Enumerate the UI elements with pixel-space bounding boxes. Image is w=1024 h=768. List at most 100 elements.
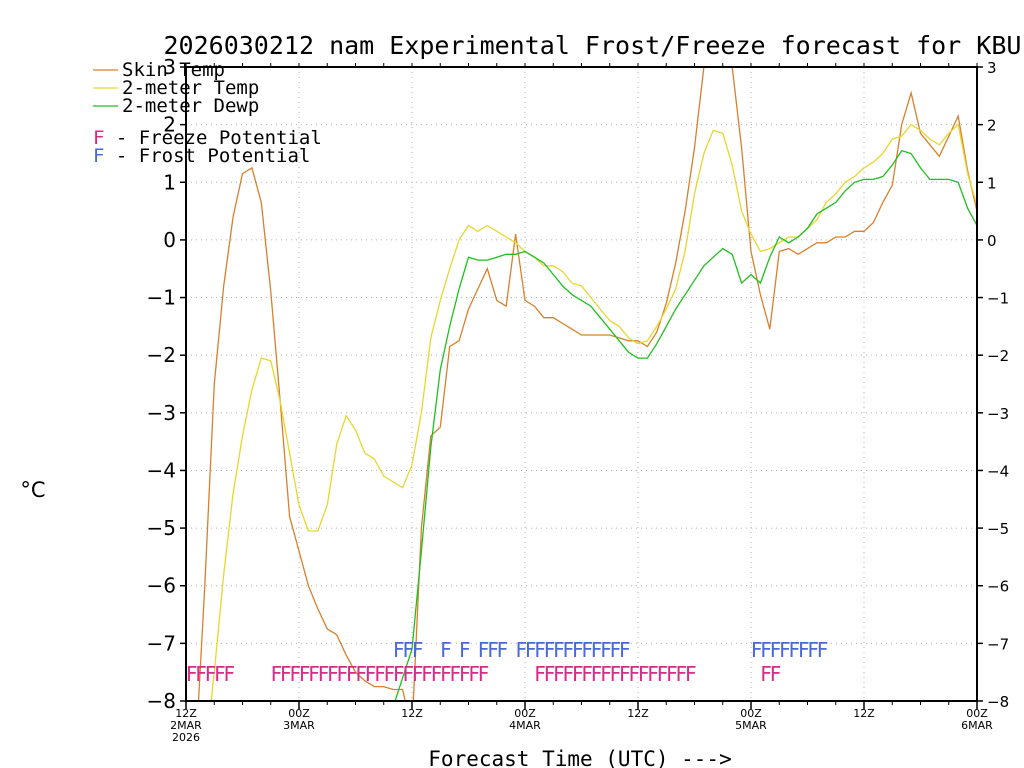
frost-flag: F [760,638,772,662]
x-tick-label: 00Z [514,707,536,720]
frost-flag: F [563,638,575,662]
freeze-flag: F [478,662,490,686]
x-tick-date: 6MAR [961,719,993,732]
freeze-flag: F [365,662,377,686]
freeze-flag: F [271,662,283,686]
freeze-flag: F [459,662,471,686]
frost-flag: F [582,638,594,662]
freeze-flag: F [308,662,320,686]
frost-flag: F [478,638,490,662]
y-tick-label: −6 [147,574,176,598]
frost-flag: F [516,638,528,662]
freeze-flag: F [638,662,650,686]
freeze-flag: F [195,662,207,686]
frost-flag: F [770,638,782,662]
freeze-flag: F [629,662,641,686]
y-tick-label: −3 [147,401,176,425]
freeze-flag: F [534,662,546,686]
frost-flag: F [459,638,471,662]
freeze-flag: F [572,662,584,686]
grid [186,67,977,701]
freeze-flag: F [450,662,462,686]
freeze-flag: F [393,662,405,686]
freeze-flag: F [224,662,236,686]
freeze-flag: F [205,662,217,686]
series-line-skin-temp [197,67,977,701]
freeze-flag: F [280,662,292,686]
x-tick-date: 4MAR [509,719,541,732]
x-tick-label: 00Z [966,707,988,720]
freeze-flag: F [327,662,339,686]
freeze-flag: F [290,662,302,686]
freeze-flag: F [318,662,330,686]
y-tick-label: −4 [147,458,176,482]
frost-flag: F [789,638,801,662]
frost-flag: F [600,638,612,662]
y-tick-label-right: 0 [987,232,997,250]
freeze-flag: F [657,662,669,686]
x-tick-label: 00Z [740,707,762,720]
frost-flag: F [440,638,452,662]
y-tick-label-right: −7 [987,635,1009,653]
y-tick-label-right: −6 [987,578,1009,596]
frost-flag: F [808,638,820,662]
frost-flag: F [393,638,405,662]
chart-title: 2026030212 nam Experimental Frost/Freeze… [164,31,1024,60]
y-tick-label-right: −1 [987,290,1009,308]
freeze-flag: F [770,662,782,686]
y-tick-label: −2 [147,343,176,367]
x-tick-label: 12Z [175,707,197,720]
frost-flag: F [412,638,424,662]
freeze-flag: F [384,662,396,686]
frost-flag: F [779,638,791,662]
freeze-flag: F [403,662,415,686]
y-tick-label-right: −2 [987,347,1009,365]
frost-flag: F [619,638,631,662]
x-tick-label: 00Z [288,707,310,720]
y-tick-label: −1 [147,286,176,310]
y-tick-label-right: −8 [987,693,1009,711]
y-tick-label: 1 [163,170,176,194]
freeze-flag: F [186,662,198,686]
freeze-flag: F [412,662,424,686]
frost-flag: F [544,638,556,662]
legend-label-skin-temp: Skin Temp [122,59,225,81]
freeze-flag: F [337,662,349,686]
freeze-flag: F [666,662,678,686]
freeze-flag: F [374,662,386,686]
freeze-flag: F [553,662,565,686]
frost-flag: F [553,638,565,662]
freeze-flag: F [299,662,311,686]
frost-flag: F [798,638,810,662]
freeze-flag: F [760,662,772,686]
x-tick-label: 12Z [401,707,423,720]
y-tick-label-right: −4 [987,462,1009,480]
freeze-flag: F [582,662,594,686]
freeze-flag: F [440,662,452,686]
legend-label-2m-temp: 2-meter Temp [122,77,259,99]
y-axis-label: °C [20,478,45,502]
y-tick-label: 0 [163,228,176,252]
freeze-flag: F [421,662,433,686]
x-tick-date: 5MAR [735,719,767,732]
freeze-flag: F [356,662,368,686]
x-tick-label: 12Z [853,707,875,720]
frost-flag: F [572,638,584,662]
freeze-flag: F [591,662,603,686]
y-axis: 3 3 2 2 1 1 0 0 −1 −1 −2 −2 −3 −3 −4 −4 −5 −5 −6 −6 −7 −7 −8 −8 [147,55,1010,713]
x-tick-date: 2MAR [170,719,202,732]
legend-label-2m-dewp: 2-meter Dewp [122,95,259,117]
y-tick-label: −5 [147,516,176,540]
frost-flag: F [817,638,829,662]
x-tick-date: 3MAR [283,719,315,732]
y-tick-label-right: 1 [987,174,997,192]
y-tick-label-right: −3 [987,405,1009,423]
frost-flag: F [487,638,499,662]
x-axis-label: Forecast Time (UTC) ---> [428,747,731,768]
frost-flag: F [534,638,546,662]
y-tick-label-right: 2 [987,117,997,135]
series-line-2-meter-dewp [394,149,977,701]
